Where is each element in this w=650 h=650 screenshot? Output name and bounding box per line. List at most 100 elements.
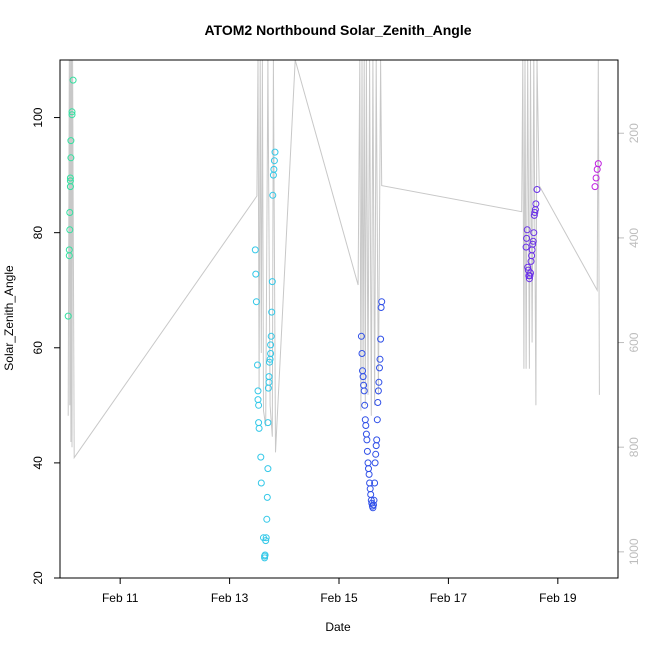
- data-point-s1-35: [271, 148, 279, 156]
- data-point-s3-16: [531, 209, 539, 216]
- data-point-s2-35: [377, 335, 385, 343]
- data-point-s2-6: [361, 401, 369, 409]
- data-point-s2-0: [357, 332, 365, 340]
- data-point-s2-31: [374, 387, 382, 395]
- x-tick-label-4: Feb 19: [539, 591, 577, 605]
- data-point-s2-32: [375, 378, 383, 386]
- data-point-s1-3: [254, 361, 261, 369]
- data-point-s2-34: [376, 355, 384, 363]
- data-point-s3-0: [522, 243, 530, 251]
- data-point-s3-13: [529, 237, 537, 245]
- data-point-s1-0: [251, 246, 259, 254]
- y2-tick-label-0: 200: [627, 123, 641, 143]
- data-point-s2-10: [363, 436, 371, 444]
- data-point-s4-1: [592, 174, 600, 182]
- y-tick-label-1: 40: [31, 456, 45, 470]
- data-point-s3-1: [523, 234, 531, 242]
- data-point-s2-23: [370, 496, 378, 504]
- x-axis-ticks: Feb 11 Feb 13 Feb 15 Feb 17 Feb 19: [102, 578, 577, 605]
- data-point-s0-9: [67, 137, 75, 145]
- data-point-s4-0: [591, 183, 599, 191]
- data-point-s1-23: [265, 373, 273, 381]
- data-point-s0-2: [65, 246, 73, 254]
- data-point-s4-2: [593, 165, 601, 173]
- altitude-line: [67, 59, 600, 460]
- data-point-s2-16: [366, 485, 374, 493]
- data-point-s1-24: [266, 358, 273, 366]
- y-axis-ticks: 20 40 60 80 100: [31, 107, 60, 585]
- data-point-s2-9: [362, 430, 370, 438]
- data-point-s0-3: [66, 226, 74, 234]
- data-point-s2-27: [372, 442, 380, 450]
- data-point-s0-7: [66, 174, 74, 182]
- data-point-s1-31: [269, 191, 277, 199]
- data-point-s1-22: [265, 378, 273, 386]
- data-point-s1-34: [270, 157, 278, 165]
- data-point-s2-1: [358, 350, 366, 357]
- data-point-s1-7: [255, 419, 263, 427]
- y2-tick-label-2: 600: [627, 332, 641, 352]
- data-point-s1-14: [261, 551, 269, 559]
- data-point-s2-14: [365, 470, 373, 478]
- data-point-s2-37: [378, 298, 386, 306]
- data-point-s1-15: [262, 537, 270, 545]
- x-tick-label-3: Feb 17: [430, 591, 468, 605]
- plot-frame: [59, 59, 619, 579]
- data-point-s0-4: [66, 209, 74, 216]
- data-point-s1-29: [268, 308, 276, 316]
- x-tick-label-2: Feb 15: [320, 591, 358, 605]
- data-point-s0-11: [68, 108, 76, 116]
- data-point-s2-8: [362, 422, 370, 429]
- data-point-s1-28: [267, 332, 275, 340]
- data-point-s2-21: [369, 504, 377, 512]
- data-point-s1-6: [255, 401, 263, 409]
- data-point-s1-19: [264, 465, 272, 473]
- data-point-s1-18: [263, 493, 271, 501]
- data-point-s0-12: [69, 76, 77, 84]
- y-tick-label-3: 80: [31, 226, 45, 240]
- data-point-s1-10: [257, 479, 265, 487]
- data-point-s1-26: [267, 350, 275, 357]
- y2-tick-label-3: 800: [627, 437, 641, 457]
- data-point-s1-30: [268, 278, 276, 286]
- data-point-s1-27: [267, 341, 275, 349]
- data-point-s1-8: [255, 424, 263, 432]
- data-point-s1-33: [270, 165, 278, 173]
- chart-title: ATOM2 Northbound Solar_Zenith_Angle: [204, 22, 471, 38]
- data-point-s2-29: [373, 416, 381, 424]
- data-point-s2-12: [364, 459, 372, 467]
- data-point-s3-19: [533, 186, 541, 193]
- data-point-s0-10: [68, 111, 76, 119]
- data-point-s2-33: [376, 364, 383, 372]
- data-point-s3-8: [527, 269, 534, 277]
- data-point-s1-13: [261, 554, 269, 562]
- y2-tick-label-1: 400: [627, 228, 641, 248]
- data-point-s0-8: [67, 154, 75, 162]
- y2-axis-ticks: 200 400 600 800 1000: [618, 123, 641, 565]
- data-point-s1-2: [252, 298, 260, 306]
- data-points: [64, 76, 602, 562]
- x-tick-label-1: Feb 13: [211, 591, 249, 605]
- y-tick-label-0: 20: [31, 571, 45, 585]
- y-tick-label-4: 100: [31, 107, 45, 127]
- data-point-s3-14: [530, 229, 538, 237]
- data-point-s2-13: [365, 465, 372, 473]
- y2-tick-label-4: 1000: [627, 538, 641, 565]
- data-point-s2-5: [360, 387, 368, 395]
- data-point-s1-9: [257, 453, 265, 461]
- x-tick-label-0: Feb 11: [102, 591, 139, 605]
- data-point-s1-5: [254, 396, 262, 404]
- data-point-s1-20: [264, 419, 272, 427]
- data-point-s1-16: [262, 534, 270, 542]
- data-point-s3-2: [523, 226, 531, 234]
- x-axis-label: Date: [325, 620, 351, 634]
- data-point-s2-11: [363, 447, 371, 455]
- data-point-s2-28: [373, 436, 381, 444]
- data-point-s1-1: [252, 270, 260, 278]
- data-point-s3-18: [532, 200, 540, 208]
- y-tick-label-2: 60: [31, 341, 45, 355]
- data-point-s0-0: [64, 312, 72, 320]
- data-point-s2-30: [374, 399, 382, 406]
- data-point-s2-25: [371, 459, 379, 467]
